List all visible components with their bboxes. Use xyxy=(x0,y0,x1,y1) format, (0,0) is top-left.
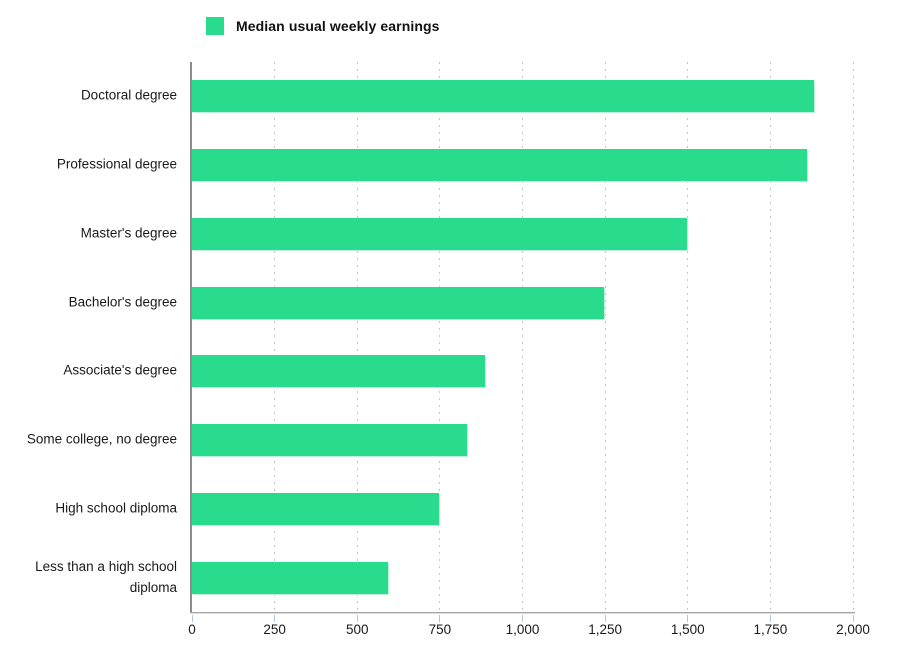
legend: Median usual weekly earnings xyxy=(206,17,440,35)
x-axis-line xyxy=(190,612,855,614)
y-axis-label: High school diploma xyxy=(55,500,177,516)
plot-area xyxy=(192,62,854,612)
gridline-x-1250 xyxy=(604,62,606,612)
gridline-x-250 xyxy=(274,62,276,612)
x-tick-label: 750 xyxy=(428,622,452,637)
bar xyxy=(192,149,808,182)
y-axis-labels: Doctoral degree Professional degree Master… xyxy=(0,62,177,612)
bar xyxy=(192,492,439,525)
x-tick-label: 1,000 xyxy=(505,622,540,637)
x-tick-mark xyxy=(522,615,523,622)
x-tick-mark xyxy=(604,615,606,622)
gridline-x-750 xyxy=(439,62,441,612)
x-tick-label: 500 xyxy=(345,622,369,637)
y-axis-label: Associate's degree xyxy=(63,362,177,378)
y-axis-label: Bachelor's degree xyxy=(68,294,177,310)
x-tick-mark xyxy=(852,615,854,622)
x-tick-label: 1,750 xyxy=(753,622,788,637)
y-axis-label: Less than a high school diploma xyxy=(35,558,177,595)
bar xyxy=(192,80,815,113)
bar xyxy=(192,355,486,388)
x-tick-mark xyxy=(769,615,771,622)
x-tick-label: 0 xyxy=(188,622,196,637)
y-axis-label: Some college, no degree xyxy=(26,431,177,447)
bar xyxy=(192,561,388,594)
x-tick-mark xyxy=(274,615,276,622)
y-axis-label: Doctoral degree xyxy=(80,87,177,103)
legend-swatch xyxy=(206,17,224,35)
bar xyxy=(192,286,605,319)
y-axis-label: Professional degree xyxy=(56,156,177,172)
bar xyxy=(192,424,468,457)
gridline-x-1500 xyxy=(687,62,689,612)
gridline-x-1000 xyxy=(522,62,523,612)
legend-label: Median usual weekly earnings xyxy=(236,18,440,34)
y-axis-line xyxy=(190,62,192,613)
bar xyxy=(192,217,687,250)
y-axis-label: Master's degree xyxy=(80,225,177,241)
gridline-x-2000 xyxy=(852,62,854,612)
x-tick-label: 250 xyxy=(263,622,286,637)
x-tick-label: 2,000 xyxy=(836,622,870,637)
x-tick-label: 1,500 xyxy=(670,622,705,637)
x-tick-mark xyxy=(191,615,193,622)
gridline-x-1750 xyxy=(769,62,771,612)
x-tick-mark xyxy=(439,615,441,622)
x-tick-mark xyxy=(687,615,689,622)
gridline-x-500 xyxy=(356,62,358,612)
x-tick-mark xyxy=(356,615,358,622)
x-tick-label: 1,250 xyxy=(588,622,623,637)
